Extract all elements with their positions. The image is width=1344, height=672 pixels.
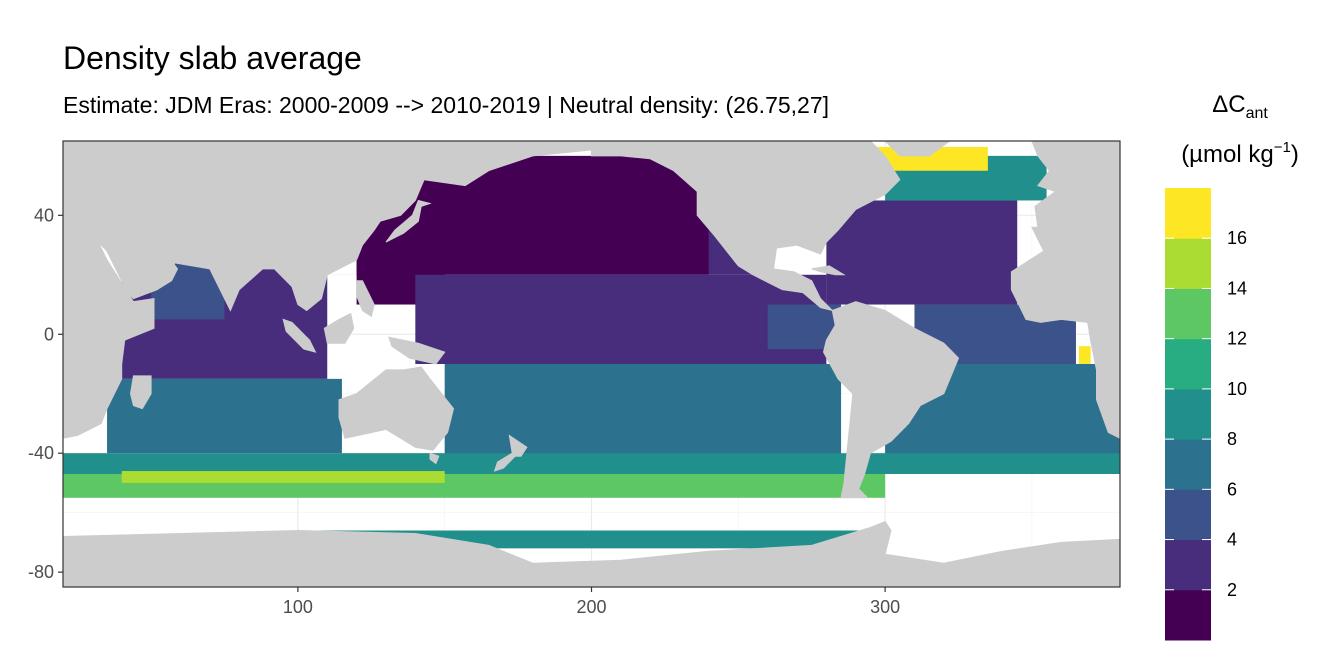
y-tick-label: 40 — [34, 205, 54, 225]
legend-color-step — [1165, 288, 1211, 340]
land-south-america — [822, 301, 960, 499]
land-cuba — [811, 265, 846, 276]
color-legend: ΔCant (µmol kg−1) 2 4 6 8 10 12 14 16 — [1165, 91, 1299, 641]
legend-break-label: 8 — [1227, 429, 1237, 449]
legend-color-step — [1165, 439, 1211, 490]
land-tasmania — [429, 452, 440, 465]
legend-break-label: 10 — [1227, 379, 1247, 399]
land-europe-east — [1060, 141, 1120, 231]
land-arabia — [106, 238, 179, 300]
land-new-zealand — [493, 434, 528, 472]
legend-title: ΔCant — [1212, 91, 1268, 122]
chart-title: Density slab average — [63, 40, 362, 76]
ocean-region — [415, 274, 827, 364]
land-antarctica — [63, 520, 1120, 587]
y-tick-label: 0 — [44, 324, 54, 344]
ocean-region — [1078, 346, 1091, 367]
legend-break-label: 16 — [1227, 228, 1247, 248]
legend-color-step — [1165, 589, 1211, 641]
land-north-america — [591, 141, 901, 312]
land-new-guinea — [388, 336, 446, 365]
legend-units: (µmol kg−1) — [1181, 139, 1299, 168]
legend-color-step — [1165, 388, 1211, 440]
ocean-region — [63, 453, 1120, 475]
ocean-region — [826, 200, 1018, 305]
x-tick-label: 200 — [576, 597, 606, 617]
legend-break-label: 2 — [1227, 580, 1237, 600]
legend-color-step — [1165, 539, 1211, 591]
land-borneo — [323, 312, 355, 344]
legend-break-label: 12 — [1227, 329, 1247, 349]
y-tick-label: -40 — [28, 443, 54, 463]
chart-subtitle: Estimate: JDM Eras: 2000-2009 --> 2010-2… — [63, 92, 830, 118]
land-africa — [63, 229, 155, 439]
land-australia — [338, 366, 455, 451]
land-philippines — [356, 280, 375, 318]
land-japan — [385, 199, 432, 243]
land-greenland — [884, 141, 951, 157]
land-sumatra — [282, 318, 317, 353]
legend-color-step — [1165, 188, 1211, 239]
ocean-region — [444, 364, 842, 469]
legend-break-label: 14 — [1227, 278, 1247, 298]
y-tick-label: -80 — [28, 562, 54, 582]
x-tick-label: 100 — [283, 597, 313, 617]
legend-color-step — [1165, 489, 1211, 541]
land-layer — [63, 141, 1120, 587]
land-africa-west — [1010, 226, 1120, 439]
land-madagascar — [129, 375, 152, 410]
legend-color-step — [1165, 338, 1211, 390]
legend-color-step — [1165, 238, 1211, 289]
legend-break-label: 4 — [1227, 530, 1237, 550]
x-tick-label: 300 — [870, 597, 900, 617]
ocean-region — [121, 471, 445, 483]
legend-break-label: 6 — [1227, 479, 1237, 499]
